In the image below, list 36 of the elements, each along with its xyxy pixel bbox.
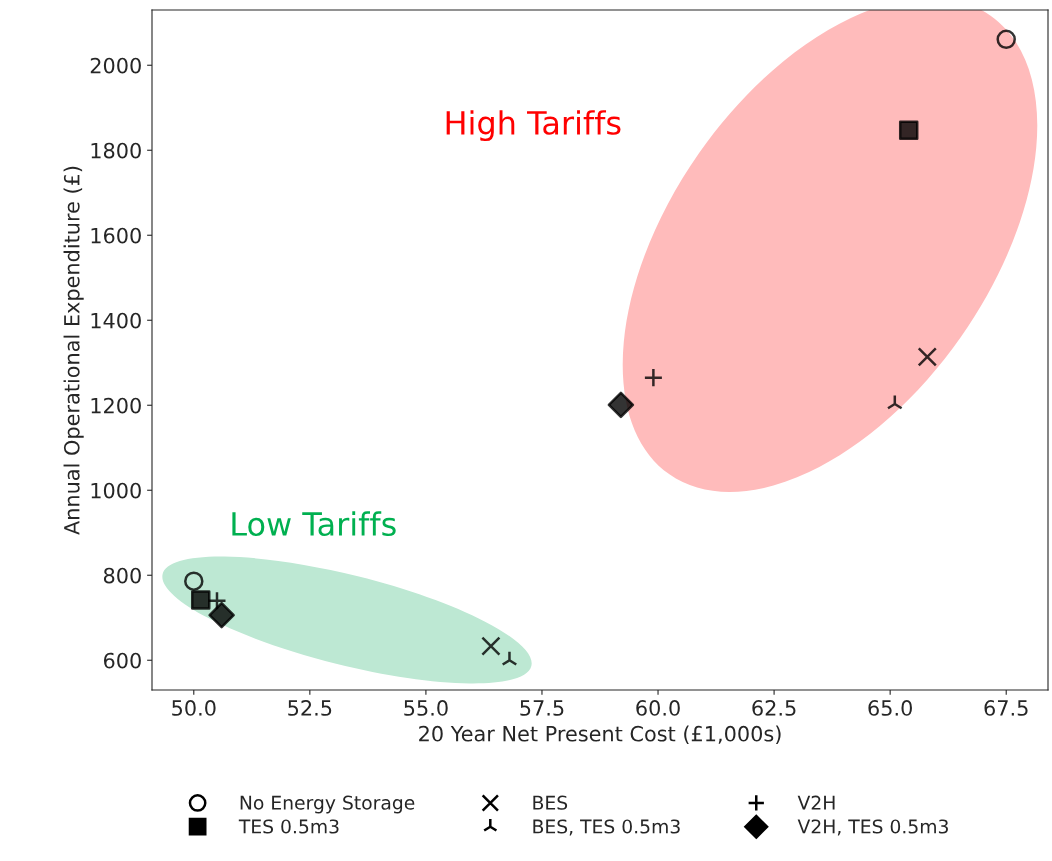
legend-label: TES 0.5m3: [238, 819, 339, 834]
x-tick-label: 55.0: [404, 700, 448, 716]
x-tick-label: 52.5: [288, 700, 332, 716]
y-axis-title: Annual Operational Expenditure (£): [63, 166, 84, 535]
y-tick-label: 1000: [91, 482, 141, 499]
x-tick-label: 67.5: [984, 700, 1028, 716]
x-tick-label: 50.0: [172, 700, 216, 716]
annotation: High Tariffs: [446, 110, 621, 142]
point: [607, 391, 635, 419]
point: [886, 394, 903, 410]
x-tick-label: 60.0: [636, 700, 680, 716]
y-tick-label: 1600: [91, 227, 141, 244]
point: [898, 120, 919, 141]
point: [996, 29, 1016, 50]
y-tick-label: 1800: [91, 142, 141, 159]
legend-label: No Energy Storage: [240, 795, 415, 814]
y-tick-label: 1400: [91, 312, 141, 329]
legend-label: BES: [533, 795, 568, 810]
x-tick-label: 62.5: [752, 700, 796, 716]
legend-label: BES, TES 0.5m3: [533, 819, 680, 836]
y-tick-label: 1200: [91, 397, 141, 414]
x-axis-title: 20 Year Net Present Cost (£1,000s): [419, 725, 781, 745]
legend-label: V2H: [797, 795, 835, 810]
y-tick-label: 600: [103, 652, 141, 669]
y-tick-label: 2000: [90, 57, 141, 74]
point: [208, 601, 235, 629]
point: [501, 650, 518, 666]
point: [481, 636, 501, 656]
x-tick-label: 57.5: [520, 700, 564, 716]
annotation: Low Tariffs: [232, 511, 396, 537]
point: [184, 571, 204, 591]
y-tick-label: 800: [103, 567, 141, 584]
legend-label: V2H, TES 0.5m3: [797, 819, 948, 836]
x-tick-label: 65.0: [868, 700, 912, 716]
point: [190, 590, 211, 610]
point: [917, 347, 938, 367]
